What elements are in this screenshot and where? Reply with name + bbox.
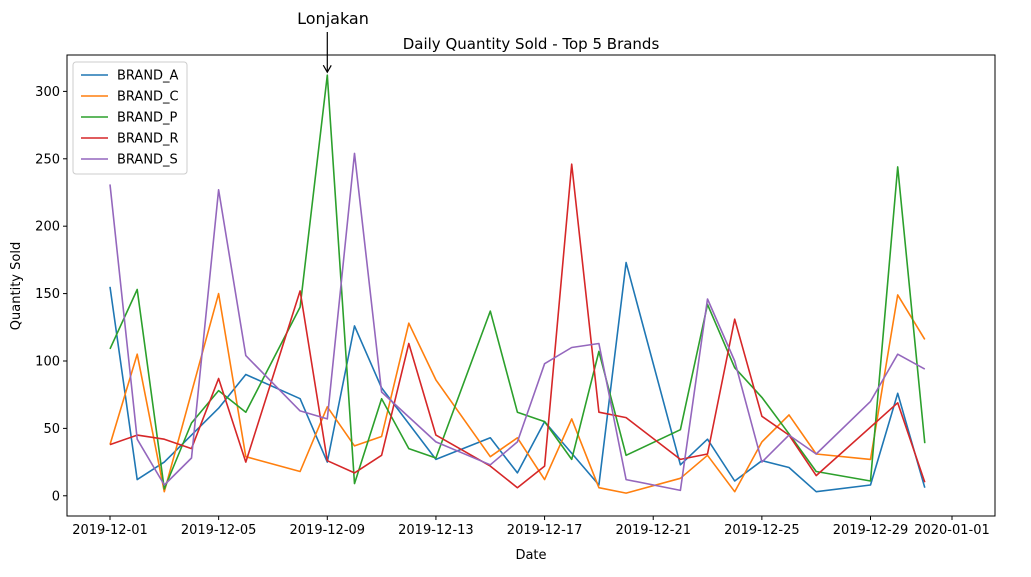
- x-tick-label: 2019-12-05: [181, 523, 257, 538]
- series-line-brand_r: [109, 163, 926, 489]
- annotation-label: Lonjakan: [297, 9, 369, 28]
- y-tick-label: 0: [52, 489, 60, 504]
- series-line-brand_c: [109, 292, 926, 494]
- y-tick-label: 50: [43, 422, 60, 437]
- y-axis-label: Quantity Sold: [9, 242, 24, 330]
- y-tick-label: 300: [35, 85, 60, 100]
- y-tick-label: 200: [35, 220, 60, 235]
- legend-label: BRAND_S: [117, 153, 178, 168]
- x-tick-label: 2019-12-13: [398, 523, 474, 538]
- y-tick-label: 250: [35, 152, 60, 167]
- legend: BRAND_A BRAND_C BRAND_P BRAND_R BRAND_S: [72, 61, 188, 175]
- x-tick-label: 2019-12-25: [724, 523, 800, 538]
- legend-box: [72, 61, 188, 175]
- x-tick-label: 2020-01-01: [914, 523, 990, 538]
- plot-area: [66, 54, 996, 517]
- legend-label: BRAND_A: [117, 69, 179, 84]
- series-line-brand_p: [109, 74, 926, 490]
- y-tick-label: 150: [35, 287, 60, 302]
- legend-label: BRAND_P: [117, 111, 178, 126]
- x-tick-label: 2019-12-29: [833, 523, 909, 538]
- legend-label: BRAND_C: [117, 90, 179, 105]
- series-line-brand_s: [109, 152, 926, 492]
- series-line-brand_a: [109, 261, 926, 493]
- legend-label: BRAND_R: [117, 132, 179, 147]
- chart-title: Daily Quantity Sold - Top 5 Brands: [403, 35, 660, 53]
- x-tick-label: 2019-12-01: [72, 523, 148, 538]
- y-tick-label: 100: [35, 354, 60, 369]
- x-axis-label: Date: [515, 548, 546, 563]
- x-tick-label: 2019-12-21: [615, 523, 691, 538]
- x-tick-label: 2019-12-17: [507, 523, 583, 538]
- x-tick-label: 2019-12-09: [290, 523, 366, 538]
